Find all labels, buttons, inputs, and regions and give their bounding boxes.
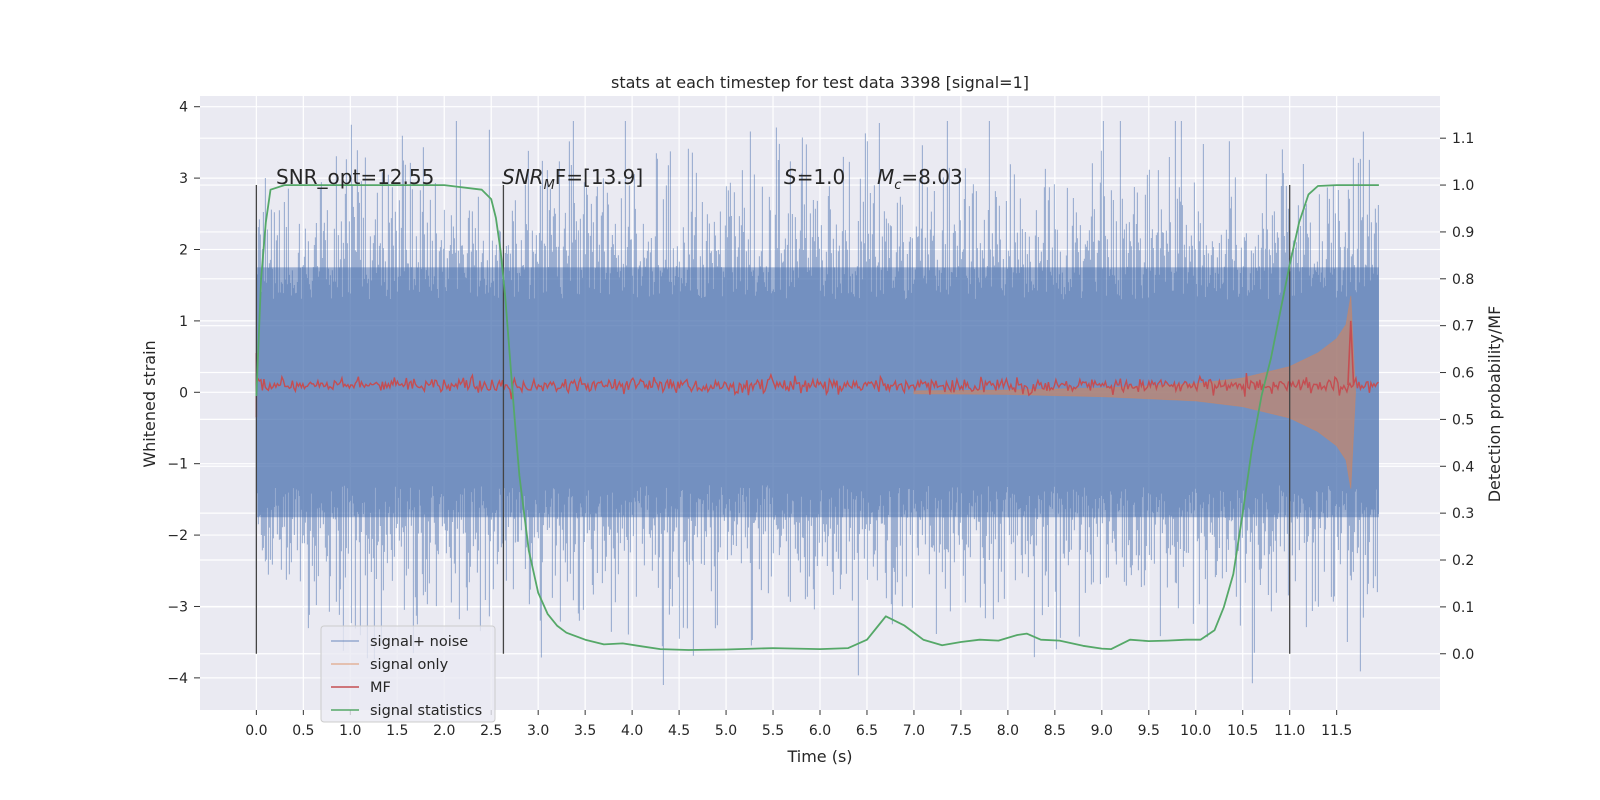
y-axis-label: Whitened strain — [140, 340, 159, 467]
x-tick-label: 1.0 — [339, 723, 361, 739]
x-tick-label: 10.0 — [1180, 723, 1211, 739]
annotation-snr-mf: SNRMF=[13.9] — [502, 165, 643, 193]
y-tick-label: −2 — [167, 528, 188, 544]
x-tick-label: 2.0 — [433, 723, 455, 739]
x-tick-label: 9.5 — [1138, 723, 1160, 739]
x-tick-label: 0.5 — [292, 723, 314, 739]
legend-label-signal-statistics: signal statistics — [370, 703, 482, 719]
x-axis-label: Time (s) — [786, 747, 852, 766]
x-tick-label: 5.5 — [762, 723, 784, 739]
signal-statistics-series — [255, 184, 1379, 651]
y2-tick-label: 0.7 — [1452, 319, 1474, 335]
x-tick-label: 4.5 — [668, 723, 690, 739]
y2-tick-label: 1.0 — [1452, 178, 1474, 194]
y2-tick-label: 0.1 — [1452, 600, 1474, 616]
x-tick-label: 7.0 — [903, 723, 925, 739]
y-tick-label: 2 — [179, 243, 188, 259]
x-tick-label: 7.5 — [950, 723, 972, 739]
legend: signal+ noise signal only MF signal stat… — [320, 625, 496, 723]
y-tick-label: −1 — [167, 457, 188, 473]
y2-tick-label: 0.2 — [1452, 553, 1474, 569]
annotation-mc: Mc=8.03 — [877, 165, 963, 193]
signal-statistics-line — [255, 184, 1379, 651]
x-axis-ticks: 0.0 0.5 1.0 1.5 2.0 2.5 3.0 3.5 4.0 4.5 5.0 5.5 6.0 6… — [245, 710, 1352, 739]
y2-axis-label: Detection probability/MF — [1485, 306, 1504, 503]
y-tick-label: 0 — [179, 385, 188, 401]
x-tick-label: 8.5 — [1044, 723, 1066, 739]
x-tick-label: 5.0 — [715, 723, 737, 739]
y2-axis-ticks: 0.0 0.1 0.2 0.3 0.4 0.5 0.6 0.7 0.8 0.9 1.0 1.1 — [1440, 131, 1474, 663]
x-tick-label: 6.0 — [809, 723, 831, 739]
y2-tick-label: 0.6 — [1452, 366, 1474, 382]
x-tick-label: 8.0 — [997, 723, 1019, 739]
y-axis-ticks: −4 −3 −2 −1 0 1 2 3 4 — [167, 100, 200, 687]
legend-box — [320, 625, 496, 723]
chart-title: stats at each timestep for test data 339… — [611, 73, 1029, 92]
y2-tick-label: 1.1 — [1452, 131, 1474, 147]
legend-label-mf: MF — [370, 680, 391, 696]
x-tick-label: 2.5 — [480, 723, 502, 739]
mf-line — [255, 372, 1379, 400]
annotation-snr-opt: SNR_opt=12.55 — [276, 165, 434, 189]
y-tick-label: 4 — [179, 100, 188, 116]
annotation-s: S=1.0 — [784, 165, 845, 189]
x-tick-label: 11.0 — [1274, 723, 1305, 739]
x-tick-label: 10.5 — [1227, 723, 1258, 739]
y2-tick-label: 0.0 — [1452, 647, 1474, 663]
legend-label-signal-noise: signal+ noise — [370, 634, 468, 650]
y-tick-label: 1 — [179, 314, 188, 330]
x-tick-label: 3.0 — [527, 723, 549, 739]
x-tick-label: 6.5 — [856, 723, 878, 739]
legend-label-signal-only: signal only — [370, 657, 449, 673]
y-tick-label: 3 — [179, 171, 188, 187]
annotations: SNR_opt=12.55 SNRMF=[13.9] S=1.0 Mc=8.03 — [276, 165, 963, 193]
y2-tick-label: 0.8 — [1452, 272, 1474, 288]
y2-tick-label: 0.3 — [1452, 506, 1474, 522]
y-tick-label: −4 — [167, 671, 188, 687]
y2-tick-label: 0.9 — [1452, 225, 1474, 241]
x-tick-label: 4.0 — [621, 723, 643, 739]
mf-spike — [1347, 320, 1355, 386]
y-tick-label: −3 — [167, 599, 188, 615]
y2-tick-label: 0.5 — [1452, 412, 1474, 428]
x-tick-label: 9.0 — [1091, 723, 1113, 739]
x-tick-label: 11.5 — [1321, 723, 1352, 739]
x-tick-label: 1.5 — [386, 723, 408, 739]
x-tick-label: 0.0 — [245, 723, 267, 739]
x-tick-label: 3.5 — [574, 723, 596, 739]
y2-tick-label: 0.4 — [1452, 459, 1474, 475]
